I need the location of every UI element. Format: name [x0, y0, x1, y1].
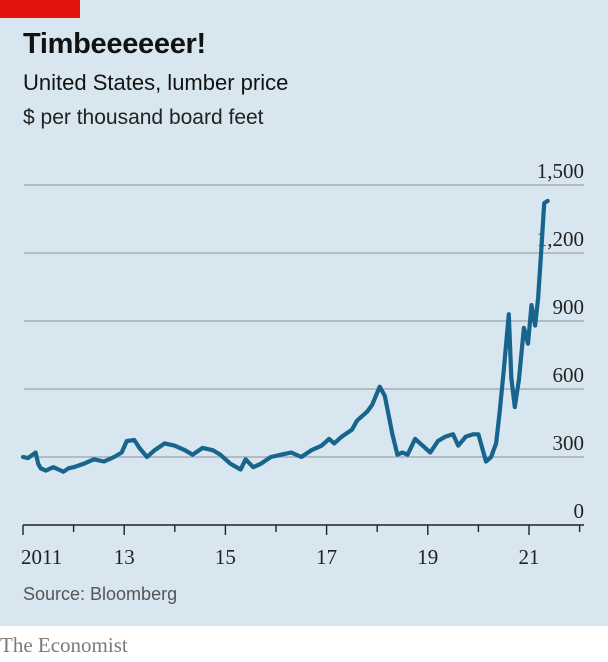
x-tick-label: 19: [417, 545, 438, 569]
y-tick-label: 300: [553, 431, 585, 455]
chart-panel: [0, 0, 608, 626]
y-tick-label: 1,500: [537, 159, 584, 183]
x-axis: [22, 524, 584, 535]
y-tick-labels: 0 300 600 900 1,200 1,500: [537, 159, 584, 523]
source-note: Source: Bloomberg: [23, 584, 178, 604]
series-layer: [20, 198, 550, 474]
x-tick-labels: 2011 13 15 17 19 21: [21, 545, 540, 569]
chart-subtitle: United States, lumber price: [23, 70, 289, 95]
lumber-price-chart: 0 300 600 900 1,200 1,500 2011 13 15 17 19 21: [20, 159, 584, 569]
x-tick-label: 17: [316, 545, 337, 569]
unit-label: $ per thousand board feet: [23, 106, 264, 129]
y-tick-label: 0: [574, 499, 585, 523]
x-tick-label: 2011: [21, 545, 62, 569]
brand-red-tag: [0, 0, 80, 18]
brand-logo-text: The Economist: [0, 633, 128, 657]
y-tick-label: 600: [553, 363, 585, 387]
y-tick-label: 1,200: [537, 227, 584, 251]
x-tick-label: 21: [519, 545, 540, 569]
series-line-lumber-price: [20, 198, 550, 474]
x-tick-label: 13: [114, 545, 135, 569]
x-tick-label: 15: [215, 545, 236, 569]
chart-title: Timbeeeeeer!: [23, 28, 206, 60]
y-tick-label: 900: [553, 295, 585, 319]
